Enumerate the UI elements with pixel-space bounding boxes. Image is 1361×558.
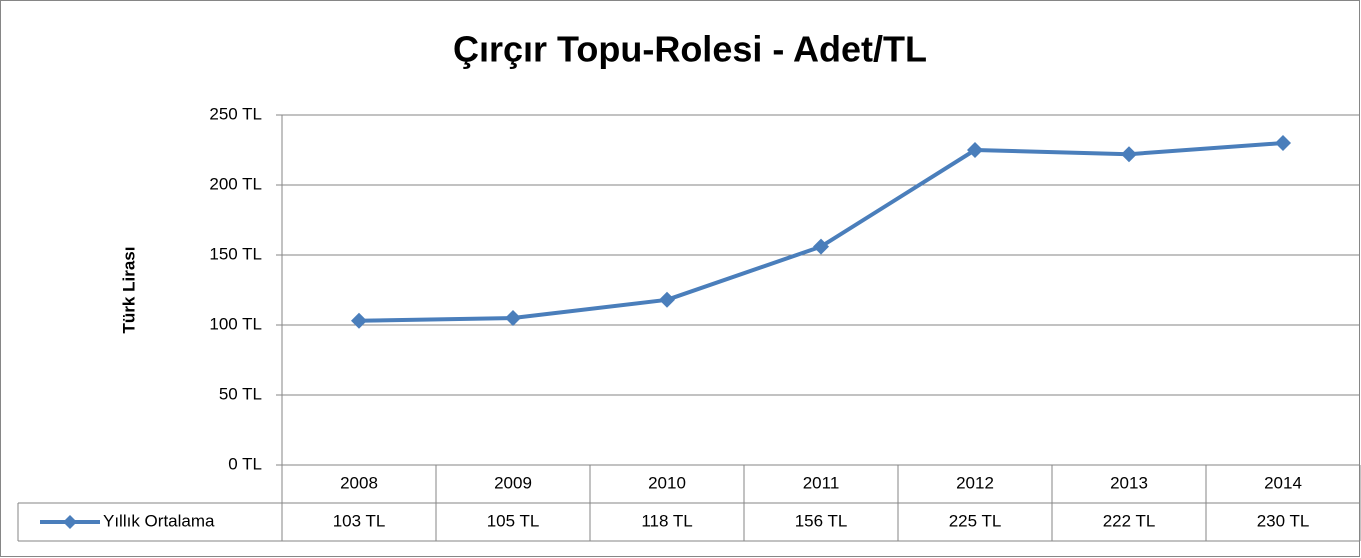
y-tick-label: 250 TL [209,104,262,123]
legend-label: Yıllık Ortalama [103,511,215,530]
value-label: 230 TL [1257,511,1310,530]
x-tick-label: 2009 [494,473,532,492]
legend-marker [63,515,77,529]
y-tick-label: 200 TL [209,174,262,193]
x-tick-label: 2014 [1264,473,1302,492]
y-tick-label: 100 TL [209,314,262,333]
x-tick-label: 2010 [648,473,686,492]
chart-title: Çırçır Topu-Rolesi - Adet/TL [453,29,927,70]
x-tick-label: 2013 [1110,473,1148,492]
y-axis-label: Türk Lirası [119,247,138,334]
marker [1121,146,1137,163]
marker [351,312,367,329]
value-label: 103 TL [333,511,386,530]
marker [967,142,983,158]
x-tick-label: 2011 [803,473,840,492]
value-label: 105 TL [487,511,540,530]
value-label: 225 TL [949,511,1002,530]
marker [1275,135,1291,151]
value-label: 118 TL [641,511,692,530]
y-tick-label: 150 TL [209,244,262,263]
x-tick-label: 2012 [956,473,994,492]
value-label: 222 TL [1103,511,1156,530]
marker [505,310,521,326]
x-tick-label: 2008 [340,473,378,492]
marker [659,291,675,308]
marker [813,238,829,255]
value-label: 156 TL [795,511,848,530]
y-tick-label: 0 TL [228,454,262,473]
y-tick-label: 50 TL [219,384,262,403]
